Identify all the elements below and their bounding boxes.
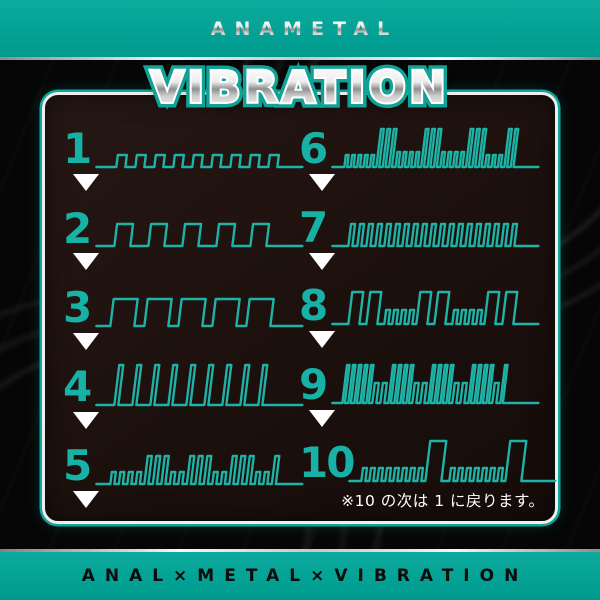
waveform-pattern-4	[95, 363, 304, 406]
pattern-number: 6	[299, 124, 328, 174]
down-arrow-icon	[309, 331, 335, 348]
title-text: VIBRATION	[150, 63, 450, 113]
pattern-block-5: 5	[63, 438, 304, 511]
pattern-block-2: 2	[63, 200, 304, 273]
waveform-pattern-3	[95, 297, 304, 327]
waveform-pattern-8	[331, 290, 540, 326]
footer-tagline: ANAL×METAL×VIBRATION	[81, 566, 529, 586]
down-arrow-icon	[73, 411, 99, 429]
down-arrow-icon	[73, 174, 99, 191]
top-silver-divider	[0, 57, 600, 60]
pattern-block-3: 3	[63, 280, 304, 353]
loop-note: ※10 の次は 1 に戻ります。	[341, 492, 545, 510]
title-outline-teal: VIBRATION	[145, 58, 451, 119]
waveform-pattern-1	[95, 153, 304, 169]
pattern-block-4: 4	[63, 359, 304, 432]
pattern-row: 2	[63, 200, 304, 253]
pattern-row: 9	[299, 357, 546, 405]
down-arrow-icon	[309, 252, 335, 270]
down-arrow-icon	[73, 253, 99, 271]
pattern-row: 8	[299, 278, 546, 331]
down-arrow-icon	[309, 409, 335, 427]
pattern-number: 4	[63, 362, 92, 412]
pattern-column-right: 6 7 8 9	[299, 121, 558, 511]
down-arrow-icon	[73, 332, 99, 350]
pattern-block-10: 10 ※10 の次は 1 に戻ります。	[299, 435, 558, 511]
pattern-block-9: 9	[299, 357, 546, 430]
bottom-silver-divider	[0, 549, 600, 552]
pattern-number: 5	[63, 441, 92, 491]
waveform-pattern-5	[95, 454, 304, 486]
pattern-number: 10	[299, 438, 355, 488]
title-outline-white: VIBRATION	[149, 61, 450, 115]
waveform-pattern-2	[95, 223, 304, 248]
pattern-row: 1	[63, 121, 304, 174]
pattern-number: 3	[63, 282, 92, 332]
waveform-pattern-10	[348, 439, 558, 483]
vibration-pattern-panel: 1 2 3 4	[42, 92, 558, 524]
page-title: VIBRATION VIBRATION VIBRATION	[0, 58, 600, 119]
down-arrow-icon	[73, 491, 99, 508]
pattern-block-6: 6	[299, 121, 546, 194]
pattern-block-1: 1	[63, 121, 304, 194]
pattern-row: 4	[63, 359, 304, 412]
pattern-row: 7	[299, 200, 546, 248]
pattern-row: 5	[63, 438, 304, 491]
top-brand-bar: ANAMETAL	[0, 0, 600, 57]
pattern-column-left: 1 2 3 4	[63, 121, 304, 511]
pattern-number: 2	[63, 203, 92, 253]
pattern-number: 9	[299, 359, 328, 409]
brand-logo: ANAMETAL	[202, 18, 399, 40]
pattern-block-8: 8	[299, 278, 546, 351]
pattern-block-7: 7	[299, 200, 546, 273]
pattern-row: 3	[63, 280, 304, 332]
waveform-pattern-7	[331, 222, 540, 247]
pattern-number: 7	[299, 202, 328, 252]
down-arrow-icon	[309, 174, 335, 191]
waveform-pattern-6	[331, 127, 540, 169]
pattern-row: 6	[299, 121, 546, 174]
pattern-number: 8	[299, 281, 328, 331]
waveform-pattern-9	[331, 363, 540, 404]
pattern-number: 1	[63, 124, 92, 174]
pattern-row: 10	[299, 435, 558, 488]
footer-bar: ANAL×METAL×VIBRATION	[0, 552, 600, 600]
